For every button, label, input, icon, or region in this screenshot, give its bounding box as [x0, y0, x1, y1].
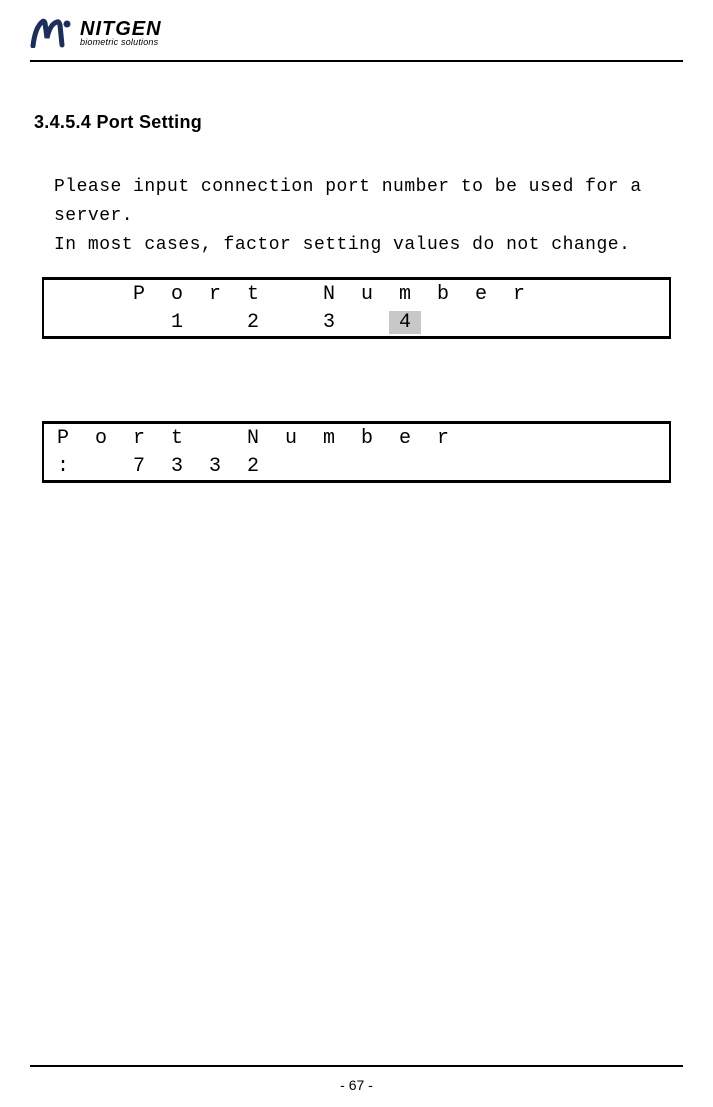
brand-sub: biometric solutions: [80, 38, 162, 47]
lcd-row: : 7 3 3 2: [44, 452, 669, 480]
footer-rule: [30, 1065, 683, 1067]
lcd-char: u: [272, 427, 310, 450]
lcd-char: b: [424, 283, 462, 306]
body-paragraph: Please input connection port number to b…: [54, 173, 683, 259]
section-heading: 3.4.5.4 Port Setting: [34, 112, 683, 133]
section-number: 3.4.5.4: [34, 112, 91, 132]
lcd-char: e: [386, 427, 424, 450]
brand-logo-icon: [30, 18, 72, 48]
lcd-char: :: [44, 455, 82, 478]
lcd-char: t: [158, 427, 196, 450]
lcd-char: P: [120, 283, 158, 306]
body-line-1: Please input connection port number to b…: [54, 173, 683, 231]
lcd-char: 2: [234, 311, 272, 334]
lcd-char: r: [424, 427, 462, 450]
header-rule: [30, 60, 683, 62]
lcd-char: 3: [158, 455, 196, 478]
brand-text: NITGEN biometric solutions: [80, 19, 162, 47]
lcd-row: P o r t N u m b e r: [44, 280, 669, 308]
lcd-char: o: [158, 283, 196, 306]
lcd-char: r: [500, 283, 538, 306]
lcd-char: 3: [196, 455, 234, 478]
section-title: Port Setting: [96, 112, 202, 132]
lcd-char: e: [462, 283, 500, 306]
lcd-row: 1 2 3 4: [44, 308, 669, 336]
lcd-display-1: P o r t N u m b e r 1 2 3 4: [42, 277, 671, 339]
page-number: - 67 -: [0, 1077, 713, 1093]
lcd-char: r: [196, 283, 234, 306]
lcd-char: u: [348, 283, 386, 306]
body-line-2: In most cases, factor setting values do …: [54, 231, 683, 260]
lcd-char: N: [234, 427, 272, 450]
lcd-char: r: [120, 427, 158, 450]
header: NITGEN biometric solutions: [30, 18, 683, 58]
lcd-display-2: P o r t N u m b e r : 7 3 3 2: [42, 421, 671, 483]
lcd-char: N: [310, 283, 348, 306]
lcd-char: 7: [120, 455, 158, 478]
lcd-char: m: [386, 283, 424, 306]
brand-main: NITGEN: [80, 19, 162, 39]
lcd-char: m: [310, 427, 348, 450]
lcd-char: 1: [158, 311, 196, 334]
lcd-char: 3: [310, 311, 348, 334]
lcd-char: P: [44, 427, 82, 450]
lcd-row: P o r t N u m b e r: [44, 424, 669, 452]
lcd-char-cursor: 4: [389, 311, 421, 334]
lcd-char: b: [348, 427, 386, 450]
lcd-char: 2: [234, 455, 272, 478]
page-container: NITGEN biometric solutions 3.4.5.4 Port …: [0, 0, 713, 483]
lcd-char: o: [82, 427, 120, 450]
lcd-char: t: [234, 283, 272, 306]
